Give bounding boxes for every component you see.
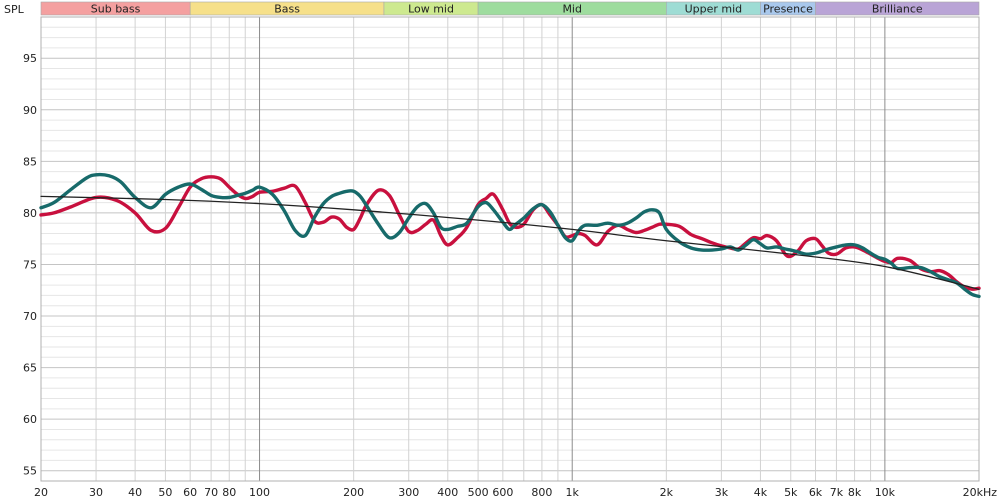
x-tick-label: 200 bbox=[343, 486, 364, 499]
series-line-target bbox=[40, 195, 980, 290]
x-tick-label: 50 bbox=[158, 486, 172, 499]
band-label-brilliance: Brilliance bbox=[872, 3, 923, 16]
x-tick-label: 10k bbox=[875, 486, 896, 499]
x-tick-label: 300 bbox=[398, 486, 419, 499]
x-tick-label: 6k bbox=[809, 486, 823, 499]
x-tick-label: 600 bbox=[492, 486, 513, 499]
y-tick-label: 70 bbox=[23, 310, 37, 323]
y-tick-label: 75 bbox=[23, 258, 37, 271]
band-label-bass: Bass bbox=[274, 3, 300, 16]
band-brilliance bbox=[815, 1, 980, 16]
x-tick-label: 5k bbox=[784, 486, 798, 499]
x-tick-label: 2k bbox=[660, 486, 674, 499]
x-tick-label: 500 bbox=[468, 486, 489, 499]
band-label-sub-bass: Sub bass bbox=[91, 3, 141, 16]
y-tick-label: 95 bbox=[23, 52, 37, 65]
x-tick-label: 4k bbox=[754, 486, 768, 499]
plot-border bbox=[40, 16, 980, 482]
frequency-bands: Sub bass Bass Low mid Mid Upper mid Presence B… bbox=[40, 1, 980, 16]
x-tick-label: 20kHz bbox=[963, 486, 998, 499]
series-layer bbox=[39, 172, 981, 299]
y-tick-label: 65 bbox=[23, 362, 37, 375]
y-tick-label: 90 bbox=[23, 104, 37, 117]
y-tick-label: 60 bbox=[23, 413, 37, 426]
x-tick-label: 40 bbox=[128, 486, 142, 499]
x-tick-label: 400 bbox=[437, 486, 458, 499]
x-tick-labels: 20 30 40 50 60 70 80 100 200 300 400 500 600 800 1k 2k 3… bbox=[34, 486, 997, 499]
band-label-mid: Mid bbox=[562, 3, 582, 16]
x-tick-label: 30 bbox=[89, 486, 103, 499]
x-tick-label: 70 bbox=[204, 486, 218, 499]
x-tick-label: 80 bbox=[222, 486, 236, 499]
band-label-presence: Presence bbox=[763, 3, 813, 16]
grid-lines bbox=[40, 16, 980, 482]
y-tick-labels: 55 60 65 70 75 80 85 90 95 bbox=[23, 52, 37, 477]
x-tick-label: 3k bbox=[715, 486, 729, 499]
y-axis-label: SPL bbox=[4, 3, 25, 16]
x-tick-label: 100 bbox=[249, 486, 270, 499]
x-tick-label: 7k bbox=[830, 486, 844, 499]
series-line-2 bbox=[39, 172, 981, 299]
x-tick-label: 1k bbox=[566, 486, 580, 499]
x-tick-label: 8k bbox=[848, 486, 862, 499]
x-tick-label: 20 bbox=[34, 486, 48, 499]
y-tick-label: 85 bbox=[23, 155, 37, 168]
y-tick-label: 80 bbox=[23, 207, 37, 220]
y-tick-label: 55 bbox=[23, 465, 37, 478]
x-tick-label: 800 bbox=[531, 486, 552, 499]
band-label-upper-mid: Upper mid bbox=[685, 3, 743, 16]
band-label-low-mid: Low mid bbox=[408, 3, 454, 16]
x-tick-label: 60 bbox=[183, 486, 197, 499]
